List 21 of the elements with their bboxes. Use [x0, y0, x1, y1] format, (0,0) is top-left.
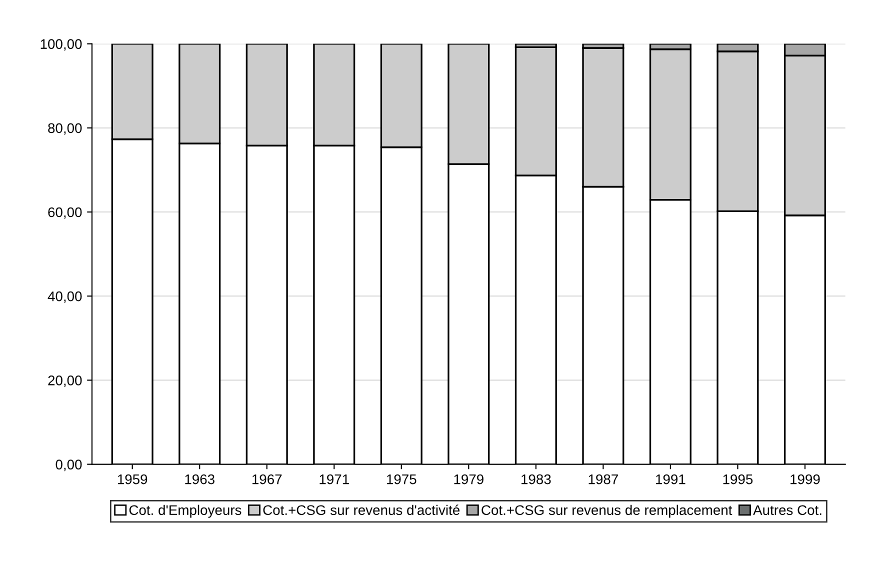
- legend-label: Cot.+CSG sur revenus d'activité: [263, 504, 460, 516]
- legend-label: Cot. d'Employeurs: [129, 504, 242, 518]
- x-tick-label: 1963: [185, 474, 214, 484]
- y-tick-label: 80,00: [48, 123, 82, 135]
- x-tick-label: 1995: [723, 474, 753, 484]
- y-tick-label: 0,00: [56, 460, 82, 472]
- legend-label: Autres Cot.: [753, 505, 822, 516]
- x-tick-label: 1971: [320, 474, 349, 484]
- y-tick-label: 40,00: [48, 291, 82, 303]
- x-tick-label: 1975: [387, 474, 416, 484]
- y-tick-label: 20,00: [48, 376, 82, 387]
- y-tick-label: 100,00: [40, 39, 82, 51]
- x-tick-label: 1959: [118, 474, 148, 484]
- x-tick-label: 1983: [522, 474, 551, 484]
- x-tick-label: 1999: [790, 474, 820, 484]
- y-tick-label: 60,00: [48, 207, 82, 219]
- x-tick-label: 1979: [454, 474, 484, 484]
- x-tick-label: 1967: [252, 474, 282, 484]
- legend-label: Cot.+CSG sur revenus de remplacement: [482, 504, 732, 518]
- x-tick-label: 1987: [588, 474, 618, 484]
- x-tick-label: 1991: [656, 474, 686, 484]
